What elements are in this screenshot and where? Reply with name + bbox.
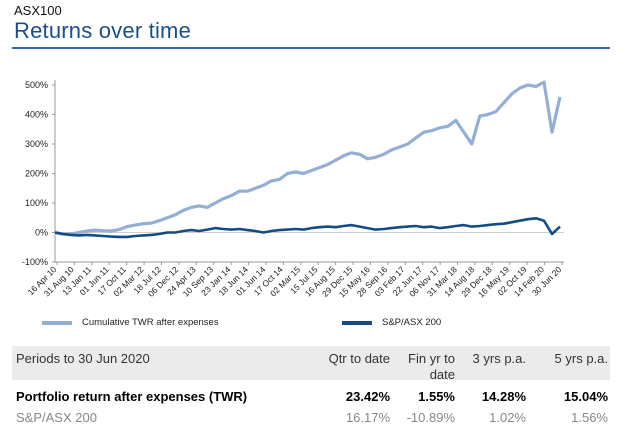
table-header-band xyxy=(12,346,610,380)
row-label: Portfolio return after expenses (TWR) xyxy=(16,389,248,404)
table-header-finyr: Fin yr to date xyxy=(408,351,455,382)
legend-item-asx: S&P/ASX 200 xyxy=(342,317,441,328)
legend-item-twr: Cumulative TWR after expenses xyxy=(42,317,219,328)
row-value: 1.56% xyxy=(571,410,608,425)
table-header-5yr: 5 yrs p.a. xyxy=(554,351,608,366)
page-title: Returns over time xyxy=(14,18,192,43)
row-value: -10.89% xyxy=(406,410,455,425)
row-label: S&P/ASX 200 xyxy=(16,410,97,425)
table-header-qtr: Qtr to date xyxy=(328,351,390,366)
legend-swatch-twr xyxy=(42,320,72,325)
legend-label-twr: Cumulative TWR after expenses xyxy=(82,317,219,328)
y-tick-label: 300% xyxy=(25,139,48,149)
y-tick-label: -100% xyxy=(22,257,48,267)
row-value: 1.55% xyxy=(418,389,455,404)
row-value: 16.17% xyxy=(345,410,390,425)
legend-label-asx: S&P/ASX 200 xyxy=(382,317,442,328)
row-value: 14.28% xyxy=(481,389,526,404)
row-value: 1.02% xyxy=(489,410,526,425)
row-value: 15.04% xyxy=(563,389,608,404)
page-kicker: ASX100 xyxy=(14,3,62,18)
y-tick-label: 400% xyxy=(25,110,48,120)
series-line-twr xyxy=(54,80,562,236)
table-header-3yr: 3 yrs p.a. xyxy=(472,351,526,366)
table-header-period: Periods to 30 Jun 2020 xyxy=(16,351,150,366)
y-tick-label: 500% xyxy=(25,80,48,90)
y-tick-label: 100% xyxy=(25,198,48,208)
legend-swatch-asx xyxy=(342,320,372,325)
title-rule xyxy=(12,47,610,49)
series-line-asx200 xyxy=(54,217,561,239)
y-tick-label: 0% xyxy=(35,228,48,238)
row-value: 23.42% xyxy=(345,389,390,404)
y-tick-label: 200% xyxy=(25,169,48,179)
